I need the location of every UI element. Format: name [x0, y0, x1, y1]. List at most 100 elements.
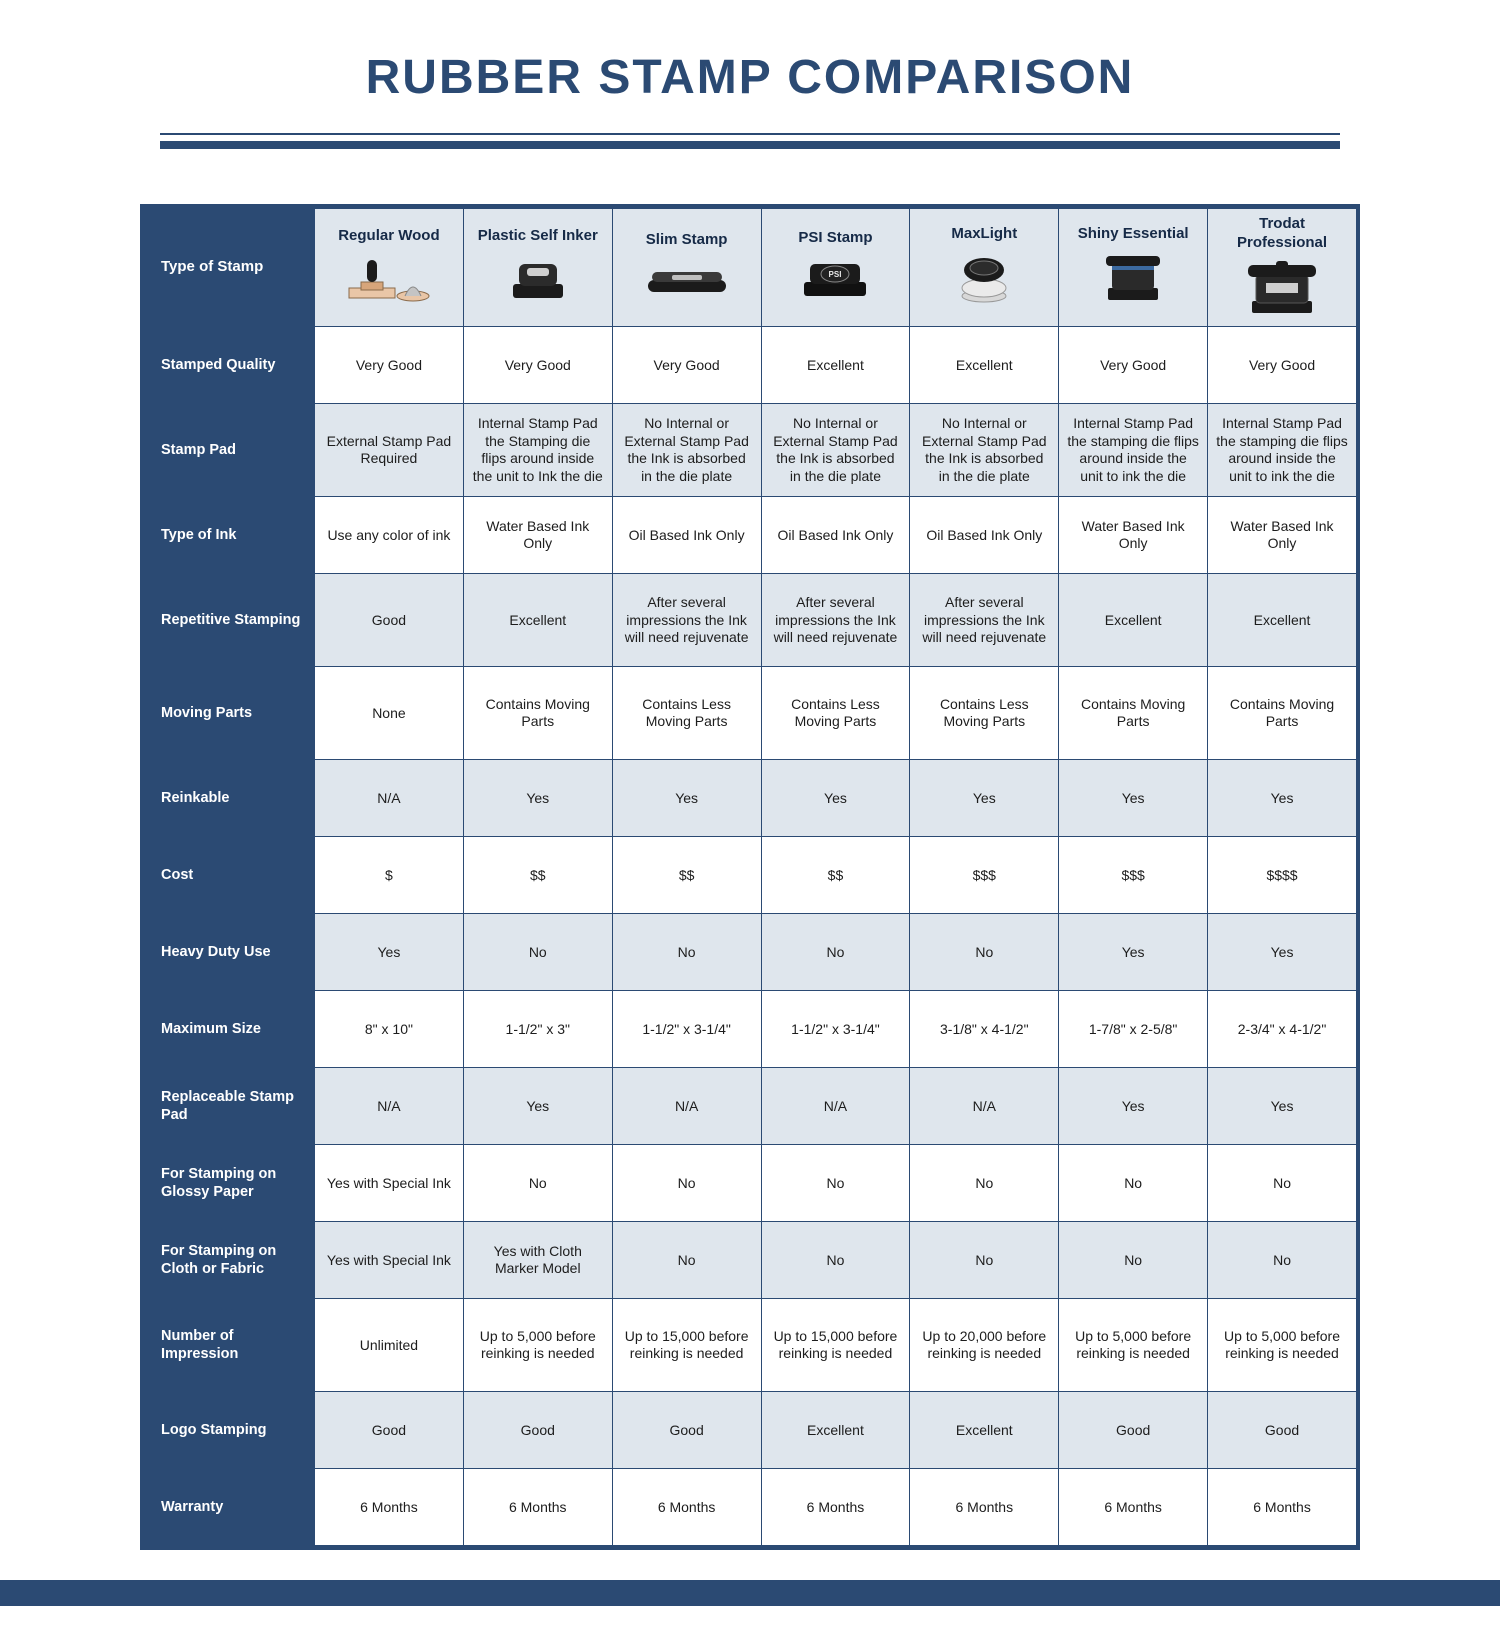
- col-head-trodat-professional: Trodat Professional: [1208, 209, 1357, 327]
- table-row: For Stamping on Cloth or FabricYes with …: [147, 1222, 1357, 1299]
- table-cell: Water Based Ink Only: [1208, 497, 1357, 574]
- table-row: Repetitive StampingGoodExcellentAfter se…: [147, 574, 1357, 667]
- table-cell: 6 Months: [1059, 1469, 1208, 1546]
- table-cell: Very Good: [463, 327, 612, 404]
- table-cell: No Internal or External Stamp Pad the In…: [612, 404, 761, 497]
- row-label: Warranty: [147, 1469, 315, 1546]
- row-label: For Stamping on Glossy Paper: [147, 1145, 315, 1222]
- table-cell: 6 Months: [910, 1469, 1059, 1546]
- table-cell: No Internal or External Stamp Pad the In…: [910, 404, 1059, 497]
- table-cell: Contains Moving Parts: [1059, 667, 1208, 760]
- corner-cell: Type of Stamp: [147, 209, 315, 327]
- table-cell: No: [910, 1145, 1059, 1222]
- table-cell: Internal Stamp Pad the stamping die flip…: [1208, 404, 1357, 497]
- table-cell: Contains Less Moving Parts: [761, 667, 910, 760]
- table-cell: 6 Months: [761, 1469, 910, 1546]
- table-cell: Yes: [315, 914, 464, 991]
- stamp-psi-icon: PSI: [796, 256, 874, 306]
- row-label: Replaceable Stamp Pad: [147, 1068, 315, 1145]
- table-cell: Very Good: [1059, 327, 1208, 404]
- table-cell: 6 Months: [315, 1469, 464, 1546]
- table-cell: Up to 15,000 before reinking is needed: [761, 1299, 910, 1392]
- table-cell: No: [612, 914, 761, 991]
- col-head-slim-stamp: Slim Stamp: [612, 209, 761, 327]
- col-head-label: Slim Stamp: [621, 231, 753, 250]
- col-head-label: MaxLight: [918, 225, 1050, 244]
- row-label: Reinkable: [147, 760, 315, 837]
- table-row: Type of InkUse any color of inkWater Bas…: [147, 497, 1357, 574]
- table-cell: No: [1059, 1145, 1208, 1222]
- table-cell: Yes with Special Ink: [315, 1222, 464, 1299]
- table-cell: Excellent: [910, 327, 1059, 404]
- table-body: Stamped QualityVery GoodVery GoodVery Go…: [147, 327, 1357, 1546]
- table-cell: Use any color of ink: [315, 497, 464, 574]
- table-cell: Oil Based Ink Only: [910, 497, 1059, 574]
- stamp-regular-wood-icon: [347, 254, 431, 308]
- table-cell: External Stamp Pad Required: [315, 404, 464, 497]
- table-row: Warranty6 Months6 Months6 Months6 Months…: [147, 1469, 1357, 1546]
- title-rule-thin: [160, 133, 1340, 135]
- row-label: Type of Ink: [147, 497, 315, 574]
- table-cell: No: [612, 1222, 761, 1299]
- table-cell: $$: [761, 837, 910, 914]
- table-row: Replaceable Stamp PadN/AYesN/AN/AN/AYesY…: [147, 1068, 1357, 1145]
- col-head-maxlight: MaxLight: [910, 209, 1059, 327]
- table-cell: No: [910, 1222, 1059, 1299]
- table-cell: Excellent: [761, 327, 910, 404]
- table-cell: After several impressions the Ink will n…: [612, 574, 761, 667]
- col-head-plastic-self-inker: Plastic Self Inker: [463, 209, 612, 327]
- table-cell: Yes with Special Ink: [315, 1145, 464, 1222]
- table-row: Logo StampingGoodGoodGoodExcellentExcell…: [147, 1392, 1357, 1469]
- table-cell: Yes: [761, 760, 910, 837]
- table-cell: $$: [612, 837, 761, 914]
- table-cell: Water Based Ink Only: [463, 497, 612, 574]
- row-label: Cost: [147, 837, 315, 914]
- table-cell: Contains Less Moving Parts: [910, 667, 1059, 760]
- table-cell: $$$$: [1208, 837, 1357, 914]
- table-row: Stamped QualityVery GoodVery GoodVery Go…: [147, 327, 1357, 404]
- table-row: For Stamping on Glossy PaperYes with Spe…: [147, 1145, 1357, 1222]
- stamp-shiny-essential-icon: [1098, 252, 1168, 310]
- page-title: RUBBER STAMP COMPARISON: [20, 50, 1480, 105]
- table-cell: Internal Stamp Pad the stamping die flip…: [1059, 404, 1208, 497]
- col-head-psi-stamp: PSI Stamp PSI: [761, 209, 910, 327]
- table-cell: Excellent: [1059, 574, 1208, 667]
- table-cell: Yes: [910, 760, 1059, 837]
- table-cell: N/A: [612, 1068, 761, 1145]
- stamp-maxlight-icon: [952, 252, 1016, 310]
- svg-text:PSI: PSI: [829, 270, 842, 279]
- table-cell: Good: [612, 1392, 761, 1469]
- row-label: For Stamping on Cloth or Fabric: [147, 1222, 315, 1299]
- table-cell: Good: [315, 1392, 464, 1469]
- table-cell: $$$: [1059, 837, 1208, 914]
- table-cell: 6 Months: [463, 1469, 612, 1546]
- table-cell: Yes: [1059, 1068, 1208, 1145]
- table-cell: N/A: [315, 760, 464, 837]
- table-cell: Up to 5,000 before reinking is needed: [1208, 1299, 1357, 1392]
- row-label: Stamped Quality: [147, 327, 315, 404]
- table-cell: Good: [1059, 1392, 1208, 1469]
- table-cell: Up to 5,000 before reinking is needed: [1059, 1299, 1208, 1392]
- table-cell: Excellent: [1208, 574, 1357, 667]
- comparison-table-wrap: Type of Stamp Regular Wood: [140, 204, 1360, 1550]
- table-cell: Contains Moving Parts: [1208, 667, 1357, 760]
- table-cell: No: [761, 1145, 910, 1222]
- table-cell: Very Good: [612, 327, 761, 404]
- table-cell: Good: [1208, 1392, 1357, 1469]
- col-head-label: PSI Stamp: [770, 229, 902, 248]
- table-cell: After several impressions the Ink will n…: [910, 574, 1059, 667]
- col-head-label: Shiny Essential: [1067, 225, 1199, 244]
- table-cell: Oil Based Ink Only: [612, 497, 761, 574]
- table-cell: 1-1/2" x 3": [463, 991, 612, 1068]
- table-cell: No Internal or External Stamp Pad the In…: [761, 404, 910, 497]
- table-cell: Very Good: [315, 327, 464, 404]
- table-cell: $$: [463, 837, 612, 914]
- table-cell: 1-7/8" x 2-5/8": [1059, 991, 1208, 1068]
- table-cell: No: [1208, 1145, 1357, 1222]
- table-cell: Water Based Ink Only: [1059, 497, 1208, 574]
- table-cell: Very Good: [1208, 327, 1357, 404]
- table-cell: Yes: [1208, 1068, 1357, 1145]
- table-cell: None: [315, 667, 464, 760]
- table-cell: 6 Months: [612, 1469, 761, 1546]
- title-rule-thick: [160, 141, 1340, 149]
